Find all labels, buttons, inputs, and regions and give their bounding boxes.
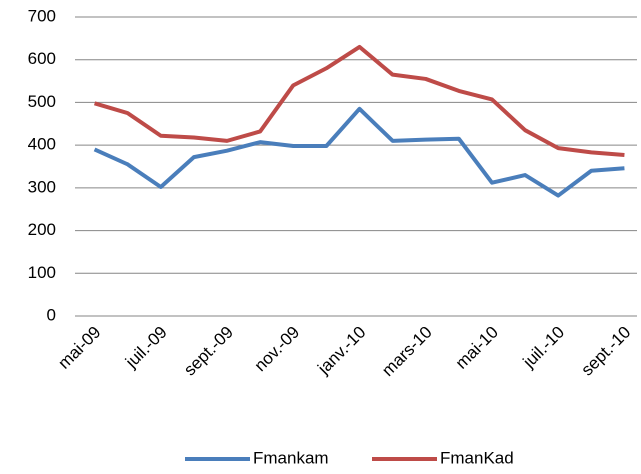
y-tick-label: 500 xyxy=(28,92,56,111)
x-tick-label: mai-09 xyxy=(54,323,104,373)
x-tick-label: mars-10 xyxy=(378,323,436,381)
y-tick-label: 700 xyxy=(28,6,56,25)
y-tick-label: 600 xyxy=(28,49,56,68)
y-tick-label: 100 xyxy=(28,263,56,282)
y-tick-label: 400 xyxy=(28,135,56,154)
y-tick-label: 300 xyxy=(28,177,56,196)
x-tick-label: sept.-09 xyxy=(180,323,237,380)
x-tick-label: janv.-10 xyxy=(313,323,369,379)
y-tick-label: 0 xyxy=(47,305,56,324)
legend-label: FmanKad xyxy=(440,448,514,467)
x-tick-label: nov.-09 xyxy=(251,323,304,376)
y-tick-label: 200 xyxy=(28,220,56,239)
legend-label: Fmankam xyxy=(253,448,329,467)
x-tick-label: mai-10 xyxy=(452,323,502,373)
x-tick-label: sept.-10 xyxy=(578,323,635,380)
line xyxy=(93,44,625,157)
x-tick-label: juil.-09 xyxy=(121,323,171,373)
line xyxy=(93,106,625,198)
x-tick-label: juil.-10 xyxy=(519,323,569,373)
